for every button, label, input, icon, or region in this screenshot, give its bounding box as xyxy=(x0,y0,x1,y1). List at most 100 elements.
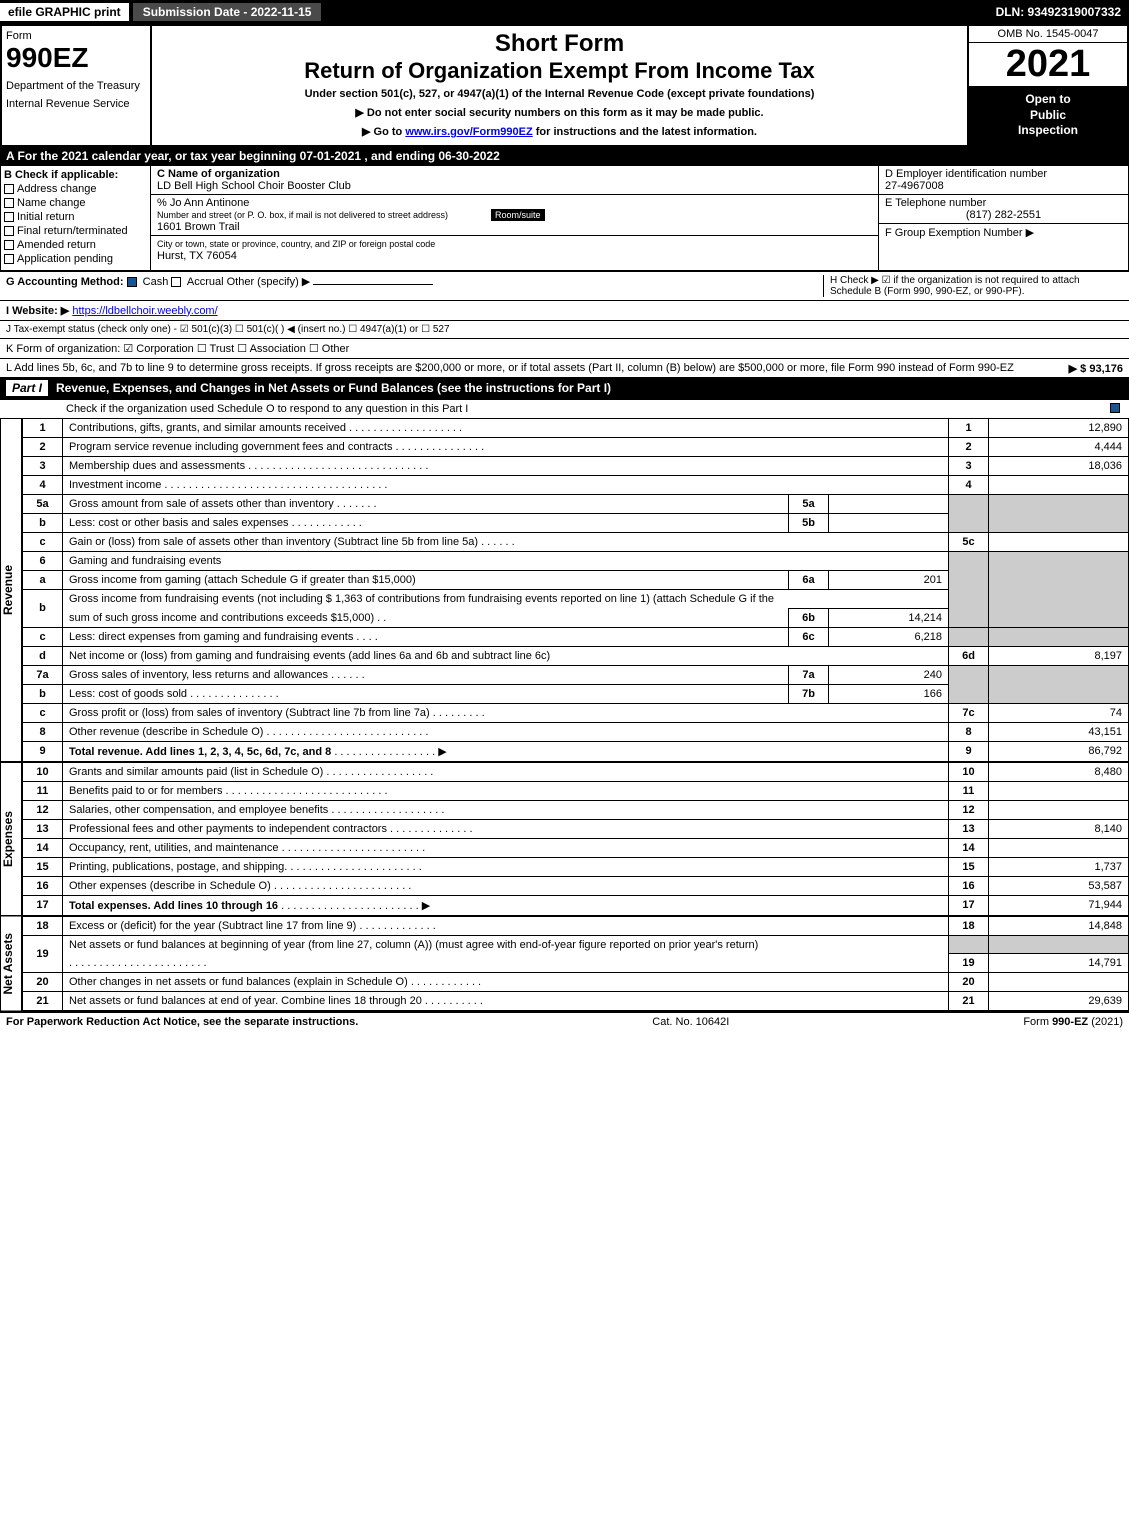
line-19: 19Net assets or fund balances at beginni… xyxy=(23,935,1129,954)
line-13: 13Professional fees and other payments t… xyxy=(23,819,1129,838)
section-b: B Check if applicable: Address change Na… xyxy=(1,166,151,270)
room-suite-label: Room/suite xyxy=(491,209,545,221)
header-center: Short Form Return of Organization Exempt… xyxy=(152,26,967,145)
part1-schedule-o-checkbox xyxy=(1110,403,1120,413)
section-l-text: L Add lines 5b, 6c, and 7b to line 9 to … xyxy=(6,362,1014,374)
accrual-checkbox xyxy=(171,277,181,287)
phone-value: (817) 282-2551 xyxy=(885,209,1122,221)
care-of: % Jo Ann Antinone xyxy=(157,197,249,209)
open-line2: Public xyxy=(975,108,1121,124)
cash-label: Cash xyxy=(143,276,169,288)
omb-number: OMB No. 1545-0047 xyxy=(969,26,1127,43)
line-9: 9Total revenue. Add lines 1, 2, 3, 4, 5c… xyxy=(23,741,1129,761)
line-6: 6Gaming and fundraising events xyxy=(23,551,1129,570)
section-a: A For the 2021 calendar year, or tax yea… xyxy=(0,147,1129,165)
line-17: 17Total expenses. Add lines 10 through 1… xyxy=(23,895,1129,915)
header-left: Form 990EZ Department of the Treasury In… xyxy=(2,26,152,145)
part1-check-text: Check if the organization used Schedule … xyxy=(6,403,1110,415)
part1-check-row: Check if the organization used Schedule … xyxy=(0,399,1129,418)
section-i: I Website: ▶ https://ldbellchoir.weebly.… xyxy=(0,300,1129,320)
instr-goto: ▶ Go to www.irs.gov/Form990EZ for instru… xyxy=(156,125,963,138)
accounting-method-label: G Accounting Method: xyxy=(6,276,124,288)
check-initial-return: Initial return xyxy=(4,211,147,223)
expenses-section: Expenses 10Grants and similar amounts pa… xyxy=(0,762,1129,916)
open-line3: Inspection xyxy=(975,123,1121,139)
line-5c: cGain or (loss) from sale of assets othe… xyxy=(23,532,1129,551)
part1-header: Part I Revenue, Expenses, and Changes in… xyxy=(0,377,1129,399)
city-state-zip: Hurst, TX 76054 xyxy=(157,250,237,262)
section-l: L Add lines 5b, 6c, and 7b to line 9 to … xyxy=(0,358,1129,377)
section-g-h: G Accounting Method: Cash Accrual Other … xyxy=(0,271,1129,300)
section-k: K Form of organization: ☑ Corporation ☐ … xyxy=(0,338,1129,358)
form-label: Form xyxy=(6,30,146,42)
line-4: 4Investment income . . . . . . . . . . .… xyxy=(23,475,1129,494)
ein-label: D Employer identification number xyxy=(885,168,1047,180)
street-label: Number and street (or P. O. box, if mail… xyxy=(157,210,448,220)
org-name: LD Bell High School Choir Booster Club xyxy=(157,180,351,192)
line-15: 15Printing, publications, postage, and s… xyxy=(23,857,1129,876)
check-address-change: Address change xyxy=(4,183,147,195)
city-label: City or town, state or province, country… xyxy=(157,239,435,249)
part1-title: Revenue, Expenses, and Changes in Net As… xyxy=(56,381,611,395)
efile-label: efile GRAPHIC print xyxy=(0,3,129,21)
section-h: H Check ▶ ☑ if the organization is not r… xyxy=(823,275,1123,297)
group-exemption-label: F Group Exemption Number ▶ xyxy=(885,227,1034,239)
top-bar: efile GRAPHIC print Submission Date - 20… xyxy=(0,0,1129,24)
cat-number: Cat. No. 10642I xyxy=(358,1016,1023,1028)
line-19-cont: . . . . . . . . . . . . . . . . . . . . … xyxy=(23,954,1129,973)
line-14: 14Occupancy, rent, utilities, and mainte… xyxy=(23,838,1129,857)
name-label: C Name of organization xyxy=(157,168,280,180)
dept-irs: Internal Revenue Service xyxy=(6,98,146,110)
revenue-section: Revenue 1Contributions, gifts, grants, a… xyxy=(0,418,1129,762)
form-number: 990EZ xyxy=(6,42,146,74)
line-7a: 7aGross sales of inventory, less returns… xyxy=(23,665,1129,684)
line-10: 10Grants and similar amounts paid (list … xyxy=(23,762,1129,781)
paperwork-notice: For Paperwork Reduction Act Notice, see … xyxy=(6,1016,358,1028)
check-amended: Amended return xyxy=(4,239,147,251)
section-b-heading: B Check if applicable: xyxy=(4,169,147,181)
line-2: 2Program service revenue including gover… xyxy=(23,437,1129,456)
header-right: OMB No. 1545-0047 2021 Open to Public In… xyxy=(967,26,1127,145)
open-to-public: Open to Public Inspection xyxy=(969,86,1127,145)
net-assets-label: Net Assets xyxy=(0,916,22,1012)
tax-year: 2021 xyxy=(969,43,1127,86)
revenue-label: Revenue xyxy=(0,418,22,762)
website-label: I Website: ▶ xyxy=(6,305,69,317)
revenue-table: 1Contributions, gifts, grants, and simil… xyxy=(22,418,1129,762)
check-final-return: Final return/terminated xyxy=(4,225,147,237)
other-specify-label: Other (specify) ▶ xyxy=(227,276,311,288)
line-21: 21Net assets or fund balances at end of … xyxy=(23,992,1129,1011)
irs-link[interactable]: www.irs.gov/Form990EZ xyxy=(405,126,532,138)
instr-no-ssn: ▶ Do not enter social security numbers o… xyxy=(156,106,963,119)
line-7c: cGross profit or (loss) from sales of in… xyxy=(23,703,1129,722)
line-5a: 5aGross amount from sale of assets other… xyxy=(23,494,1129,513)
section-de: D Employer identification number 27-4967… xyxy=(878,166,1128,270)
open-line1: Open to xyxy=(975,92,1121,108)
line-6d: dNet income or (loss) from gaming and fu… xyxy=(23,646,1129,665)
form-footer-ref: Form 990-EZ (2021) xyxy=(1023,1016,1123,1028)
short-form-title: Short Form xyxy=(156,30,963,58)
instr-goto-post: for instructions and the latest informat… xyxy=(533,126,757,138)
line-18: 18Excess or (deficit) for the year (Subt… xyxy=(23,916,1129,935)
line-3: 3Membership dues and assessments . . . .… xyxy=(23,456,1129,475)
net-assets-section: Net Assets 18Excess or (deficit) for the… xyxy=(0,916,1129,1012)
under-section: Under section 501(c), 527, or 4947(a)(1)… xyxy=(156,88,963,100)
street-address: 1601 Brown Trail xyxy=(157,221,240,233)
website-link[interactable]: https://ldbellchoir.weebly.com/ xyxy=(72,305,217,317)
form-header: Form 990EZ Department of the Treasury In… xyxy=(0,24,1129,147)
accrual-label: Accrual xyxy=(187,276,224,288)
section-c: C Name of organization LD Bell High Scho… xyxy=(151,166,878,270)
section-j: J Tax-exempt status (check only one) - ☑… xyxy=(0,320,1129,338)
return-title: Return of Organization Exempt From Incom… xyxy=(156,58,963,84)
dept-treasury: Department of the Treasury xyxy=(6,80,146,92)
submission-date: Submission Date - 2022-11-15 xyxy=(133,3,322,21)
expenses-table: 10Grants and similar amounts paid (list … xyxy=(22,762,1129,916)
cash-checkbox xyxy=(127,277,137,287)
net-assets-table: 18Excess or (deficit) for the year (Subt… xyxy=(22,916,1129,1012)
expenses-label: Expenses xyxy=(0,762,22,916)
line-12: 12Salaries, other compensation, and empl… xyxy=(23,800,1129,819)
instr-goto-pre: ▶ Go to xyxy=(362,126,405,138)
ein-value: 27-4967008 xyxy=(885,180,944,192)
line-6c: cLess: direct expenses from gaming and f… xyxy=(23,627,1129,646)
page-footer: For Paperwork Reduction Act Notice, see … xyxy=(0,1011,1129,1031)
